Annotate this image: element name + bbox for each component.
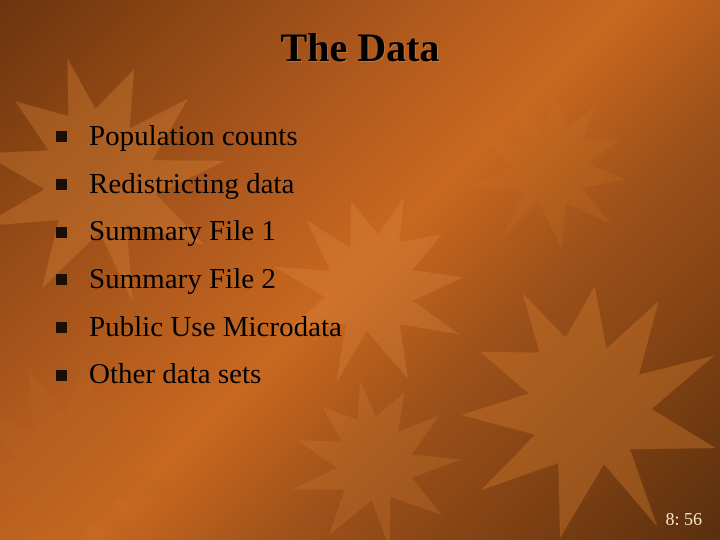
list-item: Summary File 1 (56, 213, 342, 251)
bullet-icon (56, 179, 67, 190)
bullet-icon (56, 227, 67, 238)
bullet-list: Population counts Redistricting data Sum… (56, 118, 342, 404)
list-item-label: Summary File 2 (89, 261, 276, 299)
list-item: Summary File 2 (56, 261, 342, 299)
list-item: Other data sets (56, 356, 342, 394)
slide-title: The Data (0, 24, 720, 71)
list-item-label: Population counts (89, 118, 298, 156)
bullet-icon (56, 322, 67, 333)
list-item-label: Summary File 1 (89, 213, 276, 251)
list-item-label: Other data sets (89, 356, 261, 394)
bullet-icon (56, 131, 67, 142)
list-item-label: Redistricting data (89, 166, 294, 204)
list-item: Population counts (56, 118, 342, 156)
bullet-icon (56, 370, 67, 381)
bullet-icon (56, 274, 67, 285)
slide-number: 8: 56 (665, 509, 702, 530)
list-item: Public Use Microdata (56, 309, 342, 347)
slide: The Data Population counts Redistricting… (0, 0, 720, 540)
list-item-label: Public Use Microdata (89, 309, 342, 347)
list-item: Redistricting data (56, 166, 342, 204)
